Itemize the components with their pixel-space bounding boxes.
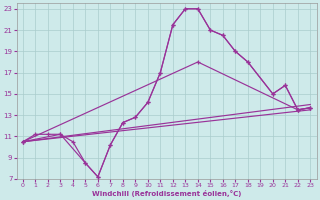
X-axis label: Windchill (Refroidissement éolien,°C): Windchill (Refroidissement éolien,°C) [92, 190, 241, 197]
